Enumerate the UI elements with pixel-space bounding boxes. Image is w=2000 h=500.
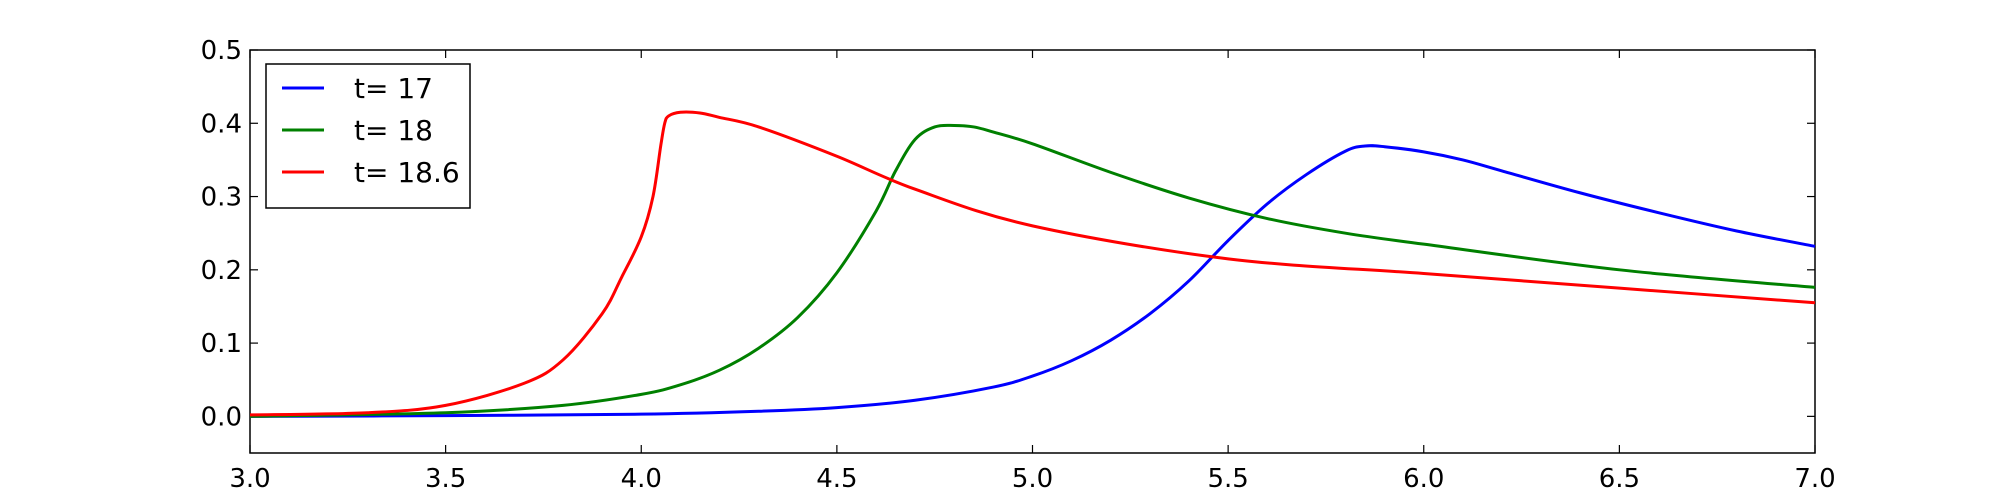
series-line-1: [250, 146, 1815, 417]
series-line-2: [250, 125, 1815, 416]
x-tick-label: 3.0: [229, 464, 270, 494]
x-tick-label: 6.5: [1599, 464, 1640, 494]
series-line-3: [250, 112, 1815, 415]
x-tick-label: 4.0: [621, 464, 662, 494]
y-tick-label: 0.3: [201, 183, 242, 213]
series-lines: [250, 112, 1815, 416]
x-tick-label: 7.0: [1794, 464, 1835, 494]
x-tick-label: 3.5: [425, 464, 466, 494]
y-tick-label: 0.5: [201, 36, 242, 66]
x-tick-label: 4.5: [816, 464, 857, 494]
plot-frame: [250, 50, 1815, 453]
legend-label-3: t= 18.6: [354, 156, 460, 189]
legend-label-1: t= 17: [354, 72, 433, 105]
y-tick-label: 0.2: [201, 256, 242, 286]
legend: t= 17 t= 18 t= 18.6: [266, 64, 470, 208]
y-tick-label: 0.4: [201, 109, 242, 139]
y-tick-label: 0.1: [201, 329, 242, 359]
x-tick-label: 5.5: [1207, 464, 1248, 494]
y-tick-label: 0.0: [201, 402, 242, 432]
legend-label-2: t= 18: [354, 114, 433, 147]
x-tick-label: 5.0: [1012, 464, 1053, 494]
x-tick-label: 6.0: [1403, 464, 1444, 494]
